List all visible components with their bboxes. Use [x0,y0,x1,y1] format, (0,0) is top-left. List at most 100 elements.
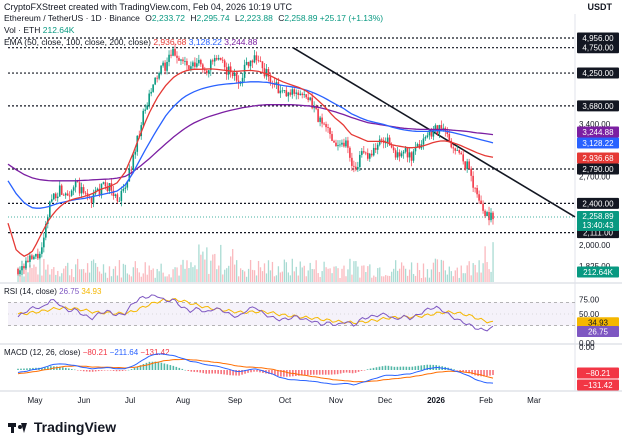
candle-body [349,147,351,158]
volume-bar [124,264,127,282]
candle-body [206,70,208,74]
volume-bar [90,260,93,282]
volume-bar [359,277,361,282]
volume-bar [243,271,246,282]
quote-currency: USDT [587,2,613,12]
volume-bar [353,261,355,282]
volume-bar [172,269,174,282]
candle-body [406,148,409,158]
volume-bar [277,266,280,282]
macd-line [17,353,494,386]
candle-body [412,151,415,161]
macd-histogram-bar [56,366,58,370]
volume-bar [323,261,325,282]
candle-body [66,193,69,196]
volume-bar [333,266,335,282]
volume-bar [458,277,460,282]
x-tick-label: 2026 [427,396,445,405]
volume-bar [373,275,375,282]
x-tick-label: Feb [479,396,493,405]
volume-bar [301,267,303,282]
macd-histogram-bar [339,370,342,374]
volume-bar [446,274,448,282]
candle-body [194,62,196,67]
candle-body [231,72,234,76]
candle-body [386,137,389,143]
volume-bar [152,268,154,282]
macd-histogram-bar [366,369,369,370]
rsi-ma-legend-value: 34.93 [81,287,102,296]
candle-body [323,123,325,125]
volume-bar [63,268,65,282]
candle-body [347,140,349,148]
volume-bar [381,276,383,282]
volume-bar [19,275,21,282]
macd-histogram-bar [351,370,354,374]
volume-bar [355,261,357,282]
volume-bar [434,258,437,282]
change-value: +25.17 (+1.13%) [319,13,384,23]
macd-histogram-bar [363,370,366,371]
candle-body [305,94,307,98]
volume-bar [418,270,421,282]
volume-legend[interactable]: Vol · ETH 212.64K [4,25,74,36]
candle-body [21,266,23,271]
candle-body [488,212,490,221]
volume-bar [482,263,484,282]
macd-histogram-bar [312,370,315,375]
volume-bar [257,260,260,282]
candle-body [52,193,55,200]
volume-bar [476,272,478,282]
candle-body [68,195,71,197]
candle-body [400,153,403,157]
volume-bar [136,268,138,282]
volume-bar [357,266,359,282]
rsi-line [17,294,494,332]
macd-histogram-bar [274,370,276,376]
volume-bar [389,275,391,282]
volume-bar [303,265,305,282]
candle-body [339,144,341,146]
candle-body [452,147,455,149]
symbol-title[interactable]: Ethereum / TetherUS · 1D · Binance [4,13,140,23]
candle-body [25,260,27,269]
rsi-legend[interactable]: RSI (14, close) 26.75 34.93 [4,287,101,297]
candle-body [253,55,256,63]
ema-price-tag-bg [577,137,619,149]
macd-histogram-bar [76,370,79,371]
volume-bar [255,275,258,282]
macd-histogram-bar [17,368,19,370]
macd-histogram-bar [196,370,199,373]
macd-histogram-bar [298,370,300,376]
volume-price-tag: 212.64K [583,268,613,277]
macd-histogram-bar [283,370,285,377]
x-tick-label: Nov [329,396,343,405]
volume-bar [236,260,238,282]
macd-legend[interactable]: MACD (12, 26, close) −80.21 −211.64 −131… [4,348,170,358]
candle-body [295,92,298,94]
volume-bar [365,272,367,282]
macd-histogram-bar [220,370,222,375]
volume-bar [118,260,121,282]
macd-histogram-bar [306,370,309,376]
volume-bar [486,262,488,282]
candle-body [309,97,311,100]
macd-histogram-bar [453,369,455,370]
macd-histogram-bar [486,370,488,377]
volume-bar [77,258,79,282]
candle-body [72,187,75,191]
macd-histogram-bar [390,366,393,370]
candle-body [124,187,127,189]
candle-body [398,152,401,157]
ema-legend[interactable]: EMA (50, close, 100, close, 200, close) … [4,37,257,48]
volume-bar [432,262,435,282]
candle-body [249,60,252,67]
volume-bar [222,274,224,282]
candle-body [299,93,302,95]
rsi-price-tag: 26.75 [588,327,609,336]
macd-histogram-bar [384,365,387,370]
volume-bar [75,264,77,282]
tradingview-brand[interactable]: TradingView [8,419,116,435]
volume-bar [192,267,194,282]
